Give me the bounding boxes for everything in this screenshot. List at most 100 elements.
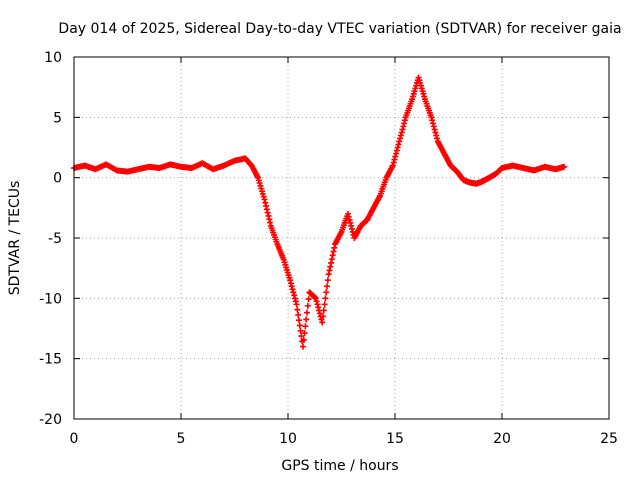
chart-title: Day 014 of 2025, Sidereal Day-to-day VTE…: [58, 21, 621, 37]
y-tick-label: -15: [39, 352, 62, 368]
x-tick-label: 25: [600, 431, 618, 447]
data-point: [429, 120, 436, 127]
data-point: [347, 219, 354, 226]
data-point: [399, 126, 406, 133]
data-point: [297, 327, 304, 334]
data-point: [345, 213, 352, 220]
data-point: [397, 135, 404, 142]
data-point: [397, 132, 404, 139]
y-tick-label: -10: [39, 291, 62, 307]
x-tick-label: 10: [279, 431, 297, 447]
data-point: [321, 301, 328, 308]
data-point: [262, 199, 269, 206]
data-point: [348, 222, 355, 229]
grid-lines: [74, 57, 609, 419]
data-point: [329, 252, 336, 259]
data-point: [398, 129, 405, 136]
data-point: [433, 135, 440, 142]
data-point: [316, 310, 323, 317]
data-point: [291, 295, 298, 302]
data-point: [429, 117, 436, 124]
data-point: [295, 317, 302, 324]
data-point: [428, 114, 435, 121]
data-point: [287, 277, 294, 284]
data-point: [393, 150, 400, 157]
y-tick-label: 0: [53, 171, 62, 187]
data-point: [312, 295, 319, 302]
y-tick-label: 5: [53, 110, 62, 126]
data-point: [315, 304, 322, 311]
data-point: [322, 295, 329, 302]
data-point: [330, 248, 337, 255]
data-point: [290, 289, 297, 296]
data-point: [395, 141, 402, 148]
data-point: [294, 306, 301, 313]
data-point: [298, 333, 305, 340]
data-point: [390, 159, 397, 166]
data-point: [293, 301, 300, 308]
data-point: [344, 210, 351, 217]
y-tick-label: -5: [48, 231, 62, 247]
data-point: [389, 162, 396, 169]
data-point: [401, 120, 408, 127]
data-point: [287, 280, 294, 287]
data-point: [318, 316, 325, 323]
data-point: [396, 138, 403, 145]
data-point: [327, 263, 334, 270]
data-point: [313, 298, 320, 305]
data-point: [263, 203, 270, 210]
data-point: [325, 271, 332, 278]
data-point: [267, 219, 274, 226]
data-point: [295, 311, 302, 318]
data-point: [432, 129, 439, 136]
data-point: [348, 225, 355, 232]
data-point: [319, 319, 326, 326]
data-point: [392, 153, 399, 160]
data-point: [302, 323, 309, 330]
plot-frame: [73, 56, 610, 420]
x-tick-label: 20: [493, 431, 511, 447]
data-point: [433, 132, 440, 139]
data-point: [393, 147, 400, 154]
data-point: [328, 259, 335, 266]
data-point: [326, 267, 333, 274]
data-point: [296, 322, 303, 329]
data-point: [431, 126, 438, 133]
data-point: [320, 313, 327, 320]
data-point: [331, 244, 338, 251]
data-point: [324, 283, 331, 290]
x-tick-label: 0: [70, 431, 79, 447]
data-point: [314, 301, 321, 308]
y-axis-label: SDTVAR / TECUs: [7, 181, 23, 296]
x-axis-label: GPS time / hours: [281, 458, 398, 474]
data-point: [263, 206, 270, 213]
data-series-sdtvar: [71, 74, 568, 350]
axis-ticks: 0 5 10 15 20 25 -20 -15 -10 -5 0 5 10: [39, 50, 618, 447]
x-tick-label: 15: [386, 431, 404, 447]
y-tick-label: -20: [39, 412, 62, 428]
data-point: [288, 283, 295, 290]
data-point: [291, 292, 298, 299]
data-point: [266, 216, 273, 223]
data-point: [401, 117, 408, 124]
data-point: [265, 212, 272, 219]
data-point: [324, 277, 331, 284]
data-point: [323, 289, 330, 296]
data-point: [430, 123, 437, 130]
data-point: [561, 163, 568, 170]
x-tick-label: 5: [177, 431, 186, 447]
data-point: [301, 330, 308, 337]
data-point: [292, 298, 299, 305]
data-point: [303, 316, 310, 323]
data-point: [300, 336, 307, 343]
data-point: [328, 256, 335, 263]
data-point: [320, 307, 327, 314]
data-point: [304, 302, 311, 309]
data-point: [289, 286, 296, 293]
data-point: [299, 343, 306, 350]
data-point: [261, 196, 268, 203]
data-point: [346, 216, 353, 223]
data-point: [264, 209, 271, 216]
y-tick-label: 10: [44, 50, 62, 66]
